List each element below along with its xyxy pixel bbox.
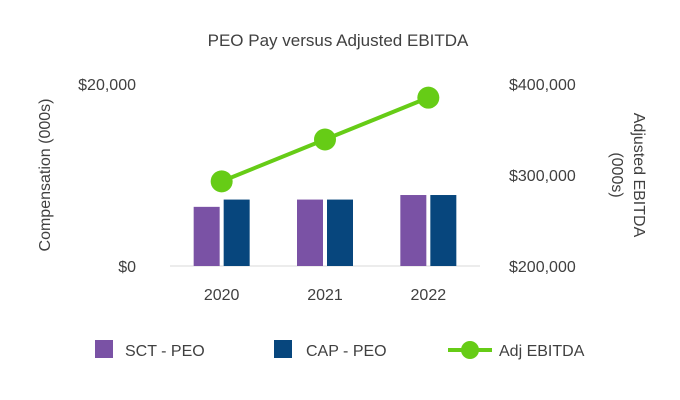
y-right-axis-label: Adjusted EBITDA	[630, 113, 647, 238]
chart-title: PEO Pay versus Adjusted EBITDA	[208, 31, 469, 50]
y-left-tick-label: $0	[118, 259, 136, 276]
legend-label-adj-ebitda: Adj EBITDA	[499, 343, 585, 360]
bar-cap-peo	[430, 195, 457, 266]
legend-label-cap-peo: CAP - PEO	[306, 343, 387, 360]
y-right-tick-label: $300,000	[509, 168, 576, 185]
plot-area: $0 $20,000 $200,000 $300,000 $400,000 Compens…	[37, 77, 647, 304]
x-tick-label: 2022	[411, 287, 447, 304]
y-right-tick-label: $200,000	[509, 259, 576, 276]
bar-sct-peo	[297, 199, 323, 266]
bar-sct-peo	[193, 206, 220, 266]
legend-swatch-cap-peo	[274, 340, 292, 358]
point-adj-ebitda	[210, 170, 233, 193]
point-adj-ebitda	[417, 86, 440, 109]
y-left-tick-label: $20,000	[78, 77, 136, 94]
point-adj-ebitda	[314, 128, 336, 151]
y-right-tick-label: $400,000	[509, 77, 576, 94]
y-left-axis-label: Compensation (000s)	[37, 99, 54, 252]
legend: SCT - PEO CAP - PEO Adj EBITDA	[95, 340, 585, 360]
legend-label-sct-peo: SCT - PEO	[125, 343, 205, 360]
legend-marker-adj-ebitda	[461, 341, 479, 359]
x-tick-label: 2020	[204, 287, 240, 304]
legend-swatch-sct-peo	[95, 340, 113, 358]
bar-cap-peo	[327, 199, 353, 266]
x-tick-label: 2021	[307, 287, 343, 304]
bar-cap-peo	[223, 199, 250, 266]
bar-sct-peo	[400, 195, 427, 266]
y-right-axis-label: (000s)	[608, 152, 625, 197]
